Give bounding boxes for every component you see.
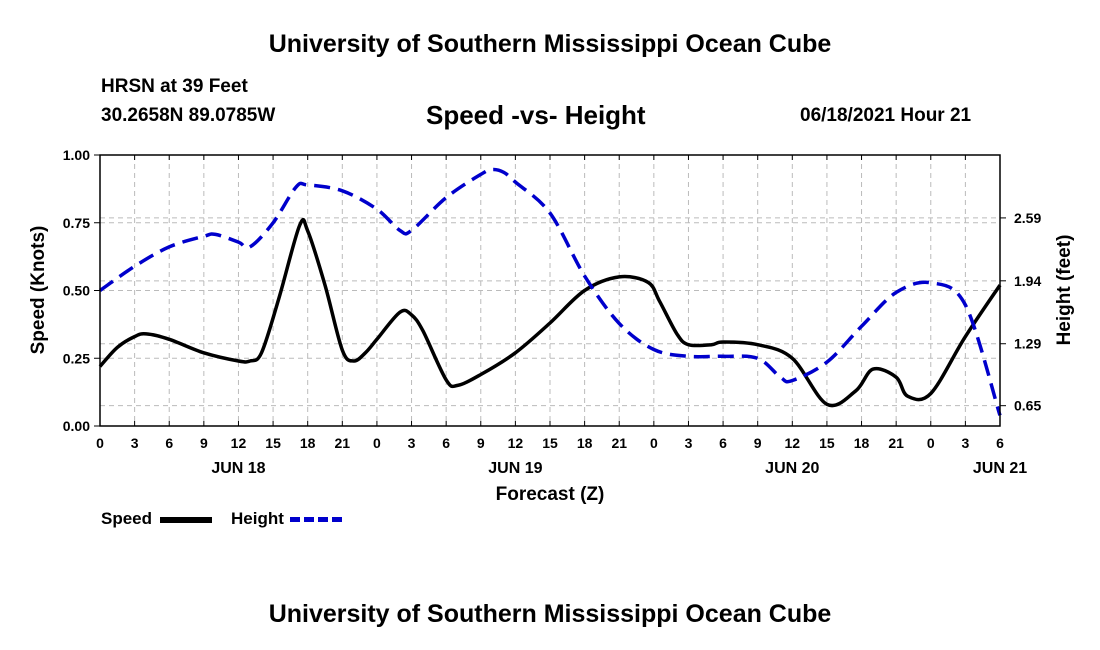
chart-title-bottom: University of Southern Mississippi Ocean… [268, 600, 832, 628]
x-tick-label: 9 [200, 435, 208, 451]
x-tick-label: 0 [373, 435, 381, 451]
y-tick-label: 0.50 [63, 283, 90, 299]
forecast-datetime: 06/18/2021 Hour 21 [800, 105, 972, 126]
x-tick-label: 18 [300, 435, 316, 451]
legend-speed-label: Speed [101, 509, 153, 528]
y2-tick-label: 1.94 [1014, 273, 1041, 289]
x-tick-label: 0 [650, 435, 658, 451]
x-tick-label: 15 [265, 435, 281, 451]
x-tick-label: 6 [719, 435, 727, 451]
y-tick-label: 1.00 [63, 147, 90, 163]
x-tick-label: 9 [477, 435, 485, 451]
x-tick-label: 6 [165, 435, 173, 451]
series-line-speed [98, 217, 1002, 408]
x-tick-label: 6 [442, 435, 450, 451]
y-tick-label: 0.25 [63, 350, 90, 366]
x-axis: 0 3 6 9 12 15 18 21 0 3 6 9 12 15 18 21 0 3 6 9 12 15 18 21 0 3 6 J… [96, 155, 1027, 477]
grid-lines [99, 154, 1001, 427]
x-tick-label: 12 [785, 435, 801, 451]
x-date-label: JUN 20 [765, 460, 819, 477]
y2-tick-label: 1.29 [1014, 336, 1041, 352]
x-tick-label: 0 [96, 435, 104, 451]
y2-tick-label: 2.59 [1014, 210, 1041, 226]
legend-height-label: Height [231, 509, 284, 528]
x-tick-label: 3 [131, 435, 139, 451]
x-tick-label: 12 [508, 435, 524, 451]
x-tick-label: 18 [577, 435, 593, 451]
y-tick-label: 0.75 [63, 215, 90, 231]
y-tick-label: 0.00 [63, 418, 90, 434]
station-coordinates: 30.2658N 89.0785W [101, 105, 276, 126]
x-date-label: JUN 21 [973, 460, 1027, 477]
x-tick-label: 21 [335, 435, 351, 451]
x-tick-label: 9 [754, 435, 762, 451]
x-date-label: JUN 18 [211, 460, 265, 477]
chart-title-top: University of Southern Mississippi Ocean… [268, 30, 832, 58]
series-line-height [99, 167, 1002, 416]
legend-speed-swatch [160, 517, 212, 523]
x-tick-label: 21 [888, 435, 904, 451]
y-axis-label: Speed (Knots) [28, 226, 49, 355]
x-tick-label: 3 [408, 435, 416, 451]
x-tick-label: 15 [542, 435, 558, 451]
y-axis-left: 0.00 0.25 0.50 0.75 1.00 [63, 147, 100, 434]
x-tick-label: 3 [685, 435, 693, 451]
x-tick-label: 18 [854, 435, 870, 451]
y2-tick-label: 0.65 [1014, 398, 1041, 414]
y-axis-right: 0.65 1.29 1.94 2.59 [1000, 210, 1041, 414]
x-tick-label: 21 [611, 435, 627, 451]
x-tick-label: 15 [819, 435, 835, 451]
x-tick-label: 0 [927, 435, 935, 451]
x-tick-label: 12 [231, 435, 247, 451]
series-layer [98, 167, 1002, 416]
x-axis-label: Forecast (Z) [496, 484, 605, 505]
chart-subtitle: Speed -vs- Height [426, 100, 646, 130]
y2-axis-label: Height (feet) [1054, 235, 1075, 346]
station-label: HRSN at 39 Feet [101, 76, 248, 97]
legend-height-swatch [290, 517, 342, 522]
x-date-label: JUN 19 [488, 460, 542, 477]
x-tick-label: 3 [961, 435, 969, 451]
x-tick-label: 6 [996, 435, 1004, 451]
